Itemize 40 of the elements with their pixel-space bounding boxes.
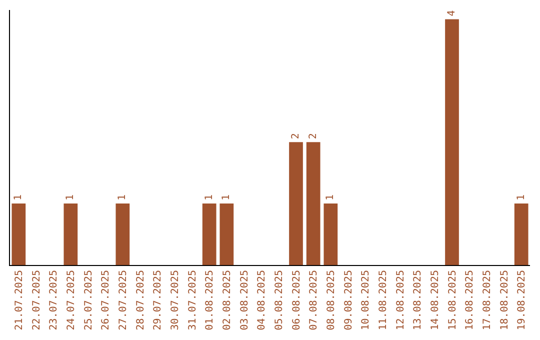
x-tick-label: 16.08.2025 <box>464 270 476 330</box>
data-label: 2 <box>290 133 302 140</box>
data-label: 1 <box>117 194 128 201</box>
data-label: 1 <box>221 194 232 201</box>
x-tick-label: 12.08.2025 <box>395 270 406 330</box>
x-tick-label: 31.07.2025 <box>187 270 198 330</box>
x-tick-label: 06.08.2025 <box>291 270 302 330</box>
x-tick-label: 10.08.2025 <box>360 270 372 330</box>
data-label: 2 <box>308 133 319 140</box>
x-tick-label: 05.08.2025 <box>274 270 285 330</box>
x-tick-label: 18.08.2025 <box>499 270 510 330</box>
data-label: 1 <box>204 194 215 201</box>
x-tick-label: 14.08.2025 <box>430 270 441 330</box>
x-tick-label: 08.08.2025 <box>326 270 337 330</box>
x-tick-label: 11.08.2025 <box>378 270 389 330</box>
x-tick-label: 30.07.2025 <box>170 270 181 330</box>
x-tick-label: 01.08.2025 <box>204 270 216 330</box>
data-label: 1 <box>13 194 24 201</box>
data-label: 1 <box>65 194 76 201</box>
x-tick-label: 17.08.2025 <box>482 270 493 330</box>
x-tick-label: 19.08.2025 <box>516 270 528 330</box>
x-tick-label: 07.08.2025 <box>308 270 320 330</box>
x-tick-label: 04.08.2025 <box>256 270 268 330</box>
x-tick-label: 27.07.2025 <box>118 270 129 330</box>
x-tick-label: 03.08.2025 <box>239 270 250 330</box>
x-tick-label: 29.07.2025 <box>152 270 164 330</box>
x-tick-label: 09.08.2025 <box>343 270 354 330</box>
x-tick-label: 21.07.2025 <box>14 270 25 330</box>
data-label: 4 <box>446 10 458 16</box>
x-tick-label: 15.08.2025 <box>447 270 458 330</box>
data-label: 1 <box>325 194 336 201</box>
x-tick-label: 23.07.2025 <box>48 270 60 330</box>
x-tick-label: 26.07.2025 <box>100 270 112 330</box>
x-tick-label: 02.08.2025 <box>222 270 233 330</box>
data-label: 1 <box>516 194 527 201</box>
x-tick-label: 28.07.2025 <box>135 270 146 330</box>
x-tick-label: 13.08.2025 <box>412 270 424 330</box>
x-tick-label: 24.07.2025 <box>66 270 77 330</box>
x-tick-label: 25.07.2025 <box>83 270 94 330</box>
x-tick-label: 22.07.2025 <box>31 270 42 330</box>
